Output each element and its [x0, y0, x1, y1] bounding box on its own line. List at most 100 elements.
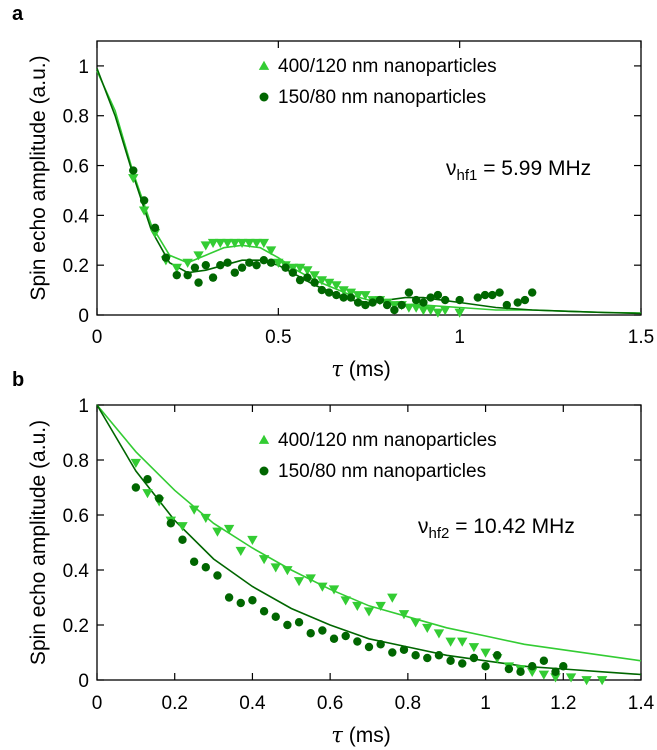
data-point-series-2 — [306, 629, 315, 638]
data-point-series-2 — [143, 475, 152, 484]
data-point-series-2 — [295, 275, 305, 285]
data-point-series-1 — [188, 505, 200, 515]
data-point-series-2 — [339, 293, 348, 302]
x-tick-label: 0 — [92, 327, 103, 348]
data-point-series-2 — [139, 196, 149, 205]
data-point-series-2 — [502, 300, 512, 310]
data-point-series-1 — [244, 238, 255, 248]
data-point-series-1 — [128, 174, 139, 184]
data-point-series-1 — [265, 246, 277, 256]
data-point-series-2 — [129, 166, 138, 175]
y-tick-label: 0 — [78, 671, 89, 692]
data-point-series-2 — [423, 653, 432, 663]
data-point-series-2 — [201, 563, 210, 572]
fit-line-series-1 — [96, 70, 642, 314]
data-point-series-1 — [302, 266, 313, 276]
data-point-series-1 — [352, 291, 364, 301]
data-point-series-2 — [513, 298, 522, 307]
data-point-series-2 — [390, 305, 399, 315]
x-tick-label: 0.2 — [162, 693, 188, 714]
data-point-series-2 — [201, 260, 210, 270]
data-point-series-1 — [270, 563, 281, 573]
data-point-series-2 — [411, 651, 420, 660]
data-point-series-1 — [258, 555, 270, 565]
data-point-series-2 — [324, 288, 334, 297]
data-point-series-2 — [266, 258, 276, 267]
data-point-series-2 — [150, 223, 160, 233]
data-point-series-2 — [346, 293, 356, 302]
data-point-series-2 — [224, 593, 234, 602]
x-axis-unit: (ms) — [343, 724, 391, 747]
data-point-series-1 — [229, 238, 241, 248]
data-point-series-2 — [488, 290, 497, 300]
y-axis-label: Spin echo amplitude (a.u.) — [27, 420, 50, 665]
data-point-series-1 — [323, 278, 335, 288]
data-point-series-2 — [310, 278, 319, 287]
data-point-series-1 — [200, 241, 211, 251]
data-point-series-1 — [258, 238, 270, 248]
data-point-series-2 — [528, 288, 537, 297]
fit-line-series-2 — [96, 404, 642, 676]
frequency-annotation: νhf2 = 10.42 MHz — [418, 515, 575, 542]
data-point-series-2 — [259, 256, 269, 265]
data-point-series-2 — [364, 642, 374, 652]
x-tick-label: 0.8 — [395, 693, 421, 714]
data-point-series-1 — [212, 527, 223, 537]
data-point-series-1 — [182, 258, 193, 268]
legend-marker-triangle — [258, 434, 270, 444]
data-point-series-2 — [303, 273, 312, 282]
data-point-series-1 — [287, 263, 299, 273]
x-tick-label: 1.5 — [628, 327, 654, 348]
data-point-series-2 — [318, 626, 327, 635]
y-tick-label: 0.8 — [63, 451, 89, 472]
data-point-series-2 — [419, 298, 428, 307]
data-point-series-2 — [213, 571, 222, 580]
data-point-series-2 — [317, 285, 327, 295]
data-point-series-2 — [469, 653, 479, 663]
data-point-series-1 — [410, 618, 421, 628]
data-point-series-1 — [345, 288, 357, 298]
data-point-series-2 — [329, 634, 339, 643]
x-tick-label: 0.6 — [317, 693, 343, 714]
data-point-series-2 — [361, 300, 370, 310]
data-point-series-2 — [236, 598, 245, 608]
data-point-series-2 — [223, 258, 232, 267]
legend-label: 400/120 nm nanoparticles — [278, 430, 497, 451]
data-point-series-1 — [538, 670, 550, 680]
data-point-series-2 — [194, 278, 203, 287]
data-point-series-2 — [495, 288, 504, 297]
legend: 400/120 nm nanoparticles 150/80 nm nanopa… — [258, 56, 497, 108]
data-point-series-1 — [422, 623, 433, 633]
data-point-series-1 — [352, 601, 363, 611]
annotation-subscript: hf1 — [457, 167, 478, 184]
data-point-series-1 — [433, 629, 445, 639]
y-tick-label: 0 — [78, 306, 89, 327]
y-tick-label: 0.4 — [63, 206, 90, 227]
data-point-series-2 — [271, 612, 280, 621]
data-point-series-2 — [434, 651, 444, 660]
legend-label: 400/120 nm nanoparticles — [278, 56, 497, 77]
chart-panel-a: a 0 0.5 1 1.5 0 0.2 0.4 0.6 0.8 1 τ (ms) Spin echo a… — [12, 3, 654, 381]
data-point-series-1 — [457, 637, 468, 647]
data-point-series-2 — [208, 273, 218, 282]
data-point-series-2 — [411, 295, 421, 305]
data-point-series-2 — [281, 263, 290, 272]
data-point-series-1 — [360, 291, 371, 301]
y-tick-label: 0.4 — [63, 561, 90, 582]
x-axis-symbol: τ — [331, 357, 343, 381]
data-point-series-1 — [130, 458, 142, 468]
data-point-series-2 — [353, 637, 362, 646]
data-point-series-1 — [425, 306, 436, 316]
data-point-series-2 — [480, 290, 490, 300]
data-point-series-1 — [138, 206, 150, 216]
data-point-series-1 — [432, 308, 444, 318]
data-point-series-1 — [468, 643, 480, 653]
legend-marker-circle — [259, 466, 269, 476]
x-axis-unit: (ms) — [343, 358, 391, 381]
data-point-series-2 — [131, 483, 141, 492]
data-point-series-1 — [418, 306, 429, 316]
data-point-series-1 — [375, 601, 386, 611]
annotation-symbol: ν — [418, 515, 429, 538]
data-point-series-2 — [259, 607, 269, 616]
